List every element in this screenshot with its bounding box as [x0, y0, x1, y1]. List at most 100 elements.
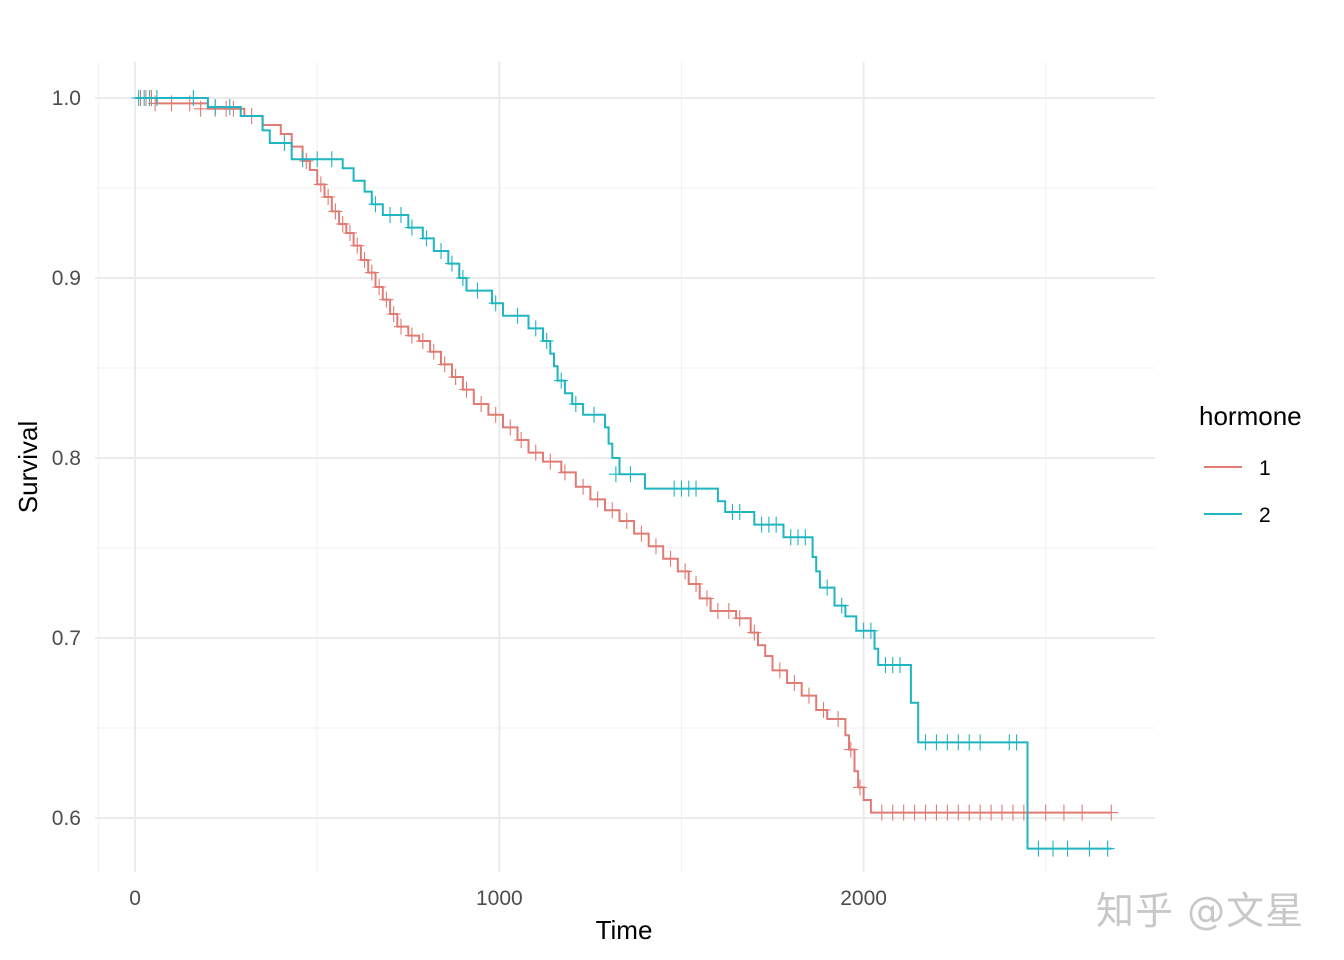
censor-mark — [444, 255, 459, 272]
censor-mark — [1082, 840, 1097, 857]
censor-mark — [528, 444, 543, 461]
censor-mark — [587, 406, 602, 423]
legend-label-2: 2 — [1259, 504, 1271, 527]
censor-mark — [1075, 804, 1090, 821]
censor-mark — [295, 151, 310, 168]
censor-mark — [328, 203, 343, 220]
y-tick-label: 0.6 — [52, 807, 81, 830]
censor-mark — [459, 381, 474, 398]
y-tick-label: 0.9 — [52, 267, 81, 290]
censor-mark — [787, 675, 802, 691]
censor-mark — [510, 307, 525, 324]
x-tick-label: 2000 — [840, 887, 887, 910]
censor-mark — [393, 207, 408, 223]
censor-mark — [539, 333, 554, 349]
censor-mark — [608, 466, 623, 483]
censor-mark — [193, 100, 208, 117]
censor-mark — [663, 550, 678, 567]
censor-mark — [404, 219, 419, 236]
censor-mark — [568, 396, 583, 412]
censor-mark — [843, 741, 858, 758]
y-tick-label: 0.8 — [52, 447, 81, 470]
censor-mark — [852, 779, 867, 796]
legend-title: hormone — [1199, 401, 1302, 431]
censor-mark — [528, 320, 543, 337]
series-1 — [133, 90, 1119, 821]
censor-mark — [379, 291, 394, 308]
legend-label-1: 1 — [1259, 457, 1271, 480]
censor-mark — [1038, 804, 1053, 821]
censor-mark — [1031, 840, 1046, 857]
censor-mark — [590, 491, 605, 508]
censor-mark — [364, 264, 379, 281]
censor-mark — [747, 624, 762, 641]
censor-mark — [973, 734, 988, 751]
series-2 — [131, 90, 1115, 857]
axis-tick-labels: 0 1000 2000 0.6 0.7 0.8 0.9 1.0 — [52, 87, 887, 910]
censor-mark — [732, 610, 747, 627]
censor-mark — [386, 306, 401, 322]
censor-mark — [335, 216, 350, 232]
censor-mark — [834, 597, 849, 614]
censor-mark — [557, 464, 572, 481]
survival-curve-2 — [135, 97, 1112, 850]
legend: hormone 1 2 — [1199, 401, 1302, 527]
watermark-text: 知乎 @文星 — [1096, 889, 1305, 933]
censor-mark — [474, 396, 489, 412]
censor-mark — [368, 196, 383, 213]
censor-mark — [149, 90, 164, 106]
censor-mark — [310, 151, 325, 168]
censor-mark — [689, 576, 704, 592]
censor-mark — [798, 529, 813, 546]
censor-mark — [222, 99, 237, 115]
censor-mark — [350, 237, 365, 254]
censor-mark — [299, 153, 314, 169]
censor-mark — [393, 318, 408, 335]
censor-mark — [623, 466, 638, 483]
x-tick-label: 1000 — [476, 887, 523, 910]
censor-mark — [769, 516, 784, 533]
x-tick-label: 0 — [129, 887, 141, 910]
censor-mark — [820, 579, 835, 596]
censor-mark — [801, 687, 816, 704]
censor-mark — [426, 343, 441, 360]
censor-mark — [1104, 804, 1119, 821]
censor-mark — [1016, 804, 1031, 821]
censor-mark — [772, 662, 787, 679]
censor-mark — [186, 90, 201, 106]
censor-mark — [554, 372, 569, 389]
censor-mark — [470, 282, 485, 299]
censor-mark — [619, 513, 634, 529]
censor-mark — [488, 295, 503, 312]
censor-mark — [404, 327, 419, 344]
censor-mark — [678, 563, 693, 580]
censor-mark — [1046, 840, 1061, 857]
censor-mark — [543, 453, 558, 470]
censor-mark — [448, 369, 463, 385]
censor-mark — [634, 525, 649, 542]
censor-mark — [437, 356, 452, 373]
survival-curve-1 — [135, 97, 1112, 814]
censor-mark — [321, 189, 336, 205]
censor-mark — [419, 230, 434, 247]
censor-mark — [1009, 734, 1024, 751]
censor-mark — [434, 243, 449, 259]
censor-mark — [732, 504, 747, 520]
censor-mark — [313, 176, 328, 193]
censor-mark — [893, 657, 908, 673]
censor-mark — [699, 590, 714, 607]
censor-mark — [721, 603, 736, 619]
censor-mark — [415, 333, 430, 349]
censor-mark — [514, 432, 529, 448]
censor-mark — [455, 270, 470, 286]
censor-mark — [324, 151, 339, 168]
survival-curves — [131, 90, 1119, 857]
censor-mark — [357, 252, 372, 268]
censor-mark — [277, 135, 292, 151]
censor-mark — [816, 702, 831, 718]
censor-mark — [503, 419, 518, 436]
censor-mark — [863, 622, 878, 639]
censor-mark — [1056, 804, 1071, 821]
censor-mark — [831, 711, 846, 727]
